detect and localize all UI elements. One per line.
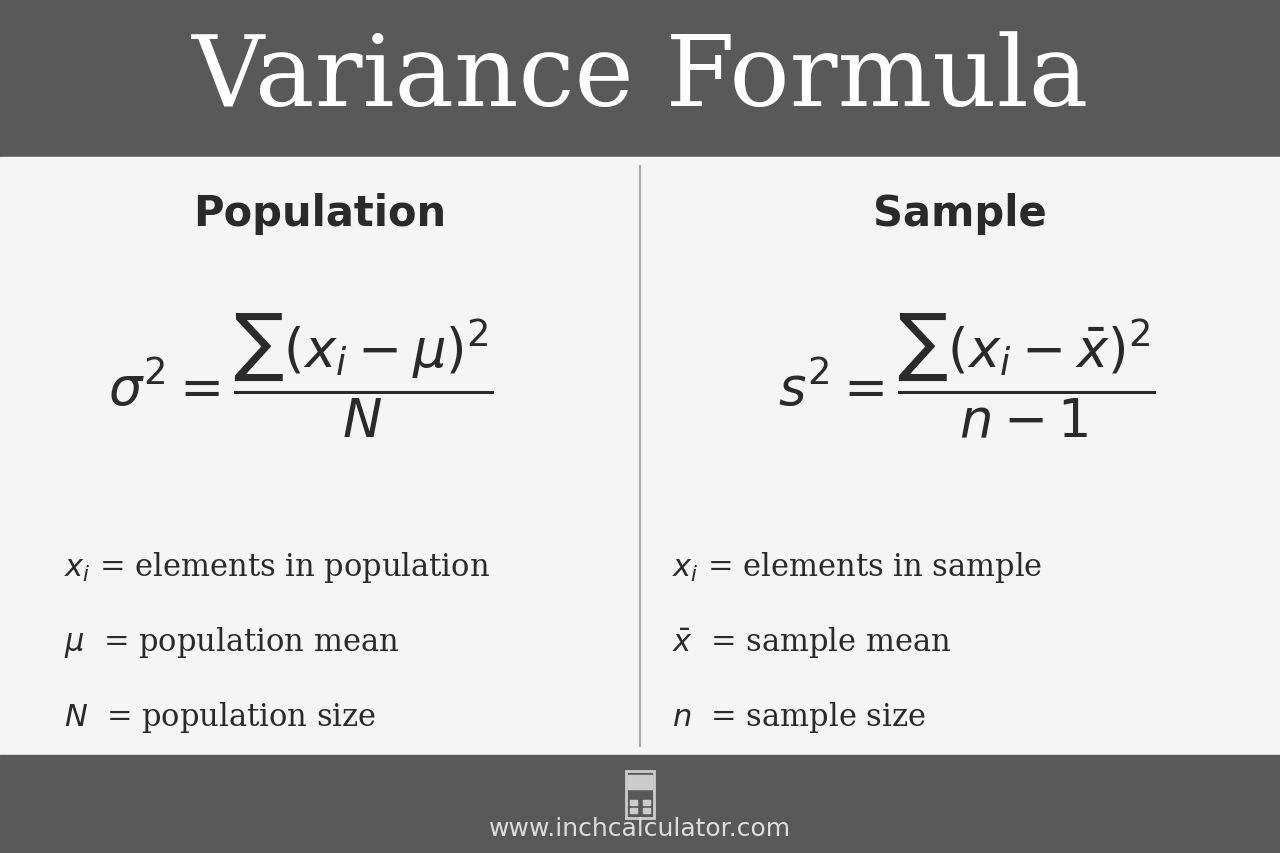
Bar	[643, 800, 650, 805]
Bar	[0, 755, 1280, 853]
Bar	[630, 800, 637, 805]
Bar	[0, 158, 1280, 755]
Bar	[643, 809, 650, 814]
Text: $\bar{x}$  = sample mean: $\bar{x}$ = sample mean	[672, 624, 951, 659]
Bar	[0, 0, 1280, 158]
Text: $\mu$  = population mean: $\mu$ = population mean	[64, 624, 399, 659]
Text: $x_i$ = elements in sample: $x_i$ = elements in sample	[672, 549, 1042, 584]
Text: Sample: Sample	[873, 192, 1047, 235]
Text: Population: Population	[193, 192, 447, 235]
Text: $\sigma^2 = \dfrac{\sum (x_i - \mu)^2}{N}$: $\sigma^2 = \dfrac{\sum (x_i - \mu)^2}{N…	[108, 311, 494, 439]
Text: www.inchcalculator.com: www.inchcalculator.com	[489, 816, 791, 840]
Text: $n$  = sample size: $n$ = sample size	[672, 699, 925, 734]
Bar	[630, 809, 637, 814]
Text: $s^2 = \dfrac{\sum (x_i - \bar{x})^2}{n-1}$: $s^2 = \dfrac{\sum (x_i - \bar{x})^2}{n-…	[778, 311, 1155, 439]
Text: $x_i$ = elements in population: $x_i$ = elements in population	[64, 549, 490, 584]
Bar	[628, 775, 652, 790]
Text: $N$  = population size: $N$ = population size	[64, 699, 376, 734]
Text: Variance Formula: Variance Formula	[192, 31, 1088, 127]
